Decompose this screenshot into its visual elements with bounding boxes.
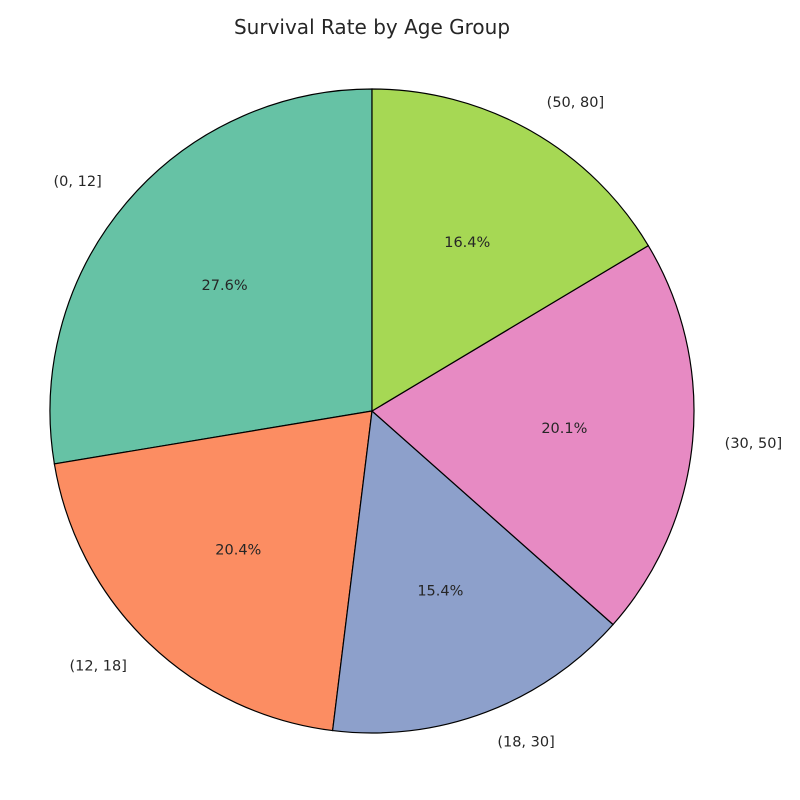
category-label: (0, 12]	[54, 174, 102, 190]
percent-label: 16.4%	[444, 235, 490, 251]
percent-labels: 27.6% 20.4% 15.4% 20.1% 16.4%	[202, 235, 588, 600]
category-label: (30, 50]	[725, 436, 782, 452]
category-label: (18, 30]	[497, 734, 554, 750]
category-label: (50, 80]	[547, 95, 604, 111]
percent-label: 20.1%	[541, 421, 587, 437]
pie-slice	[53, 410, 373, 732]
category-label: (12, 18]	[69, 659, 126, 675]
percent-label: 27.6%	[202, 278, 248, 294]
pie-slice	[371, 88, 650, 413]
pie-slices	[49, 88, 695, 734]
percent-label: 20.4%	[215, 542, 261, 558]
pie-slice	[370, 244, 695, 626]
pie-slice	[49, 88, 373, 465]
pie-slice	[331, 409, 614, 734]
category-labels: (0, 12] (12, 18] (18, 30] (30, 50] (50, 80]	[54, 95, 783, 750]
chart-title: Survival Rate by Age Group	[234, 15, 510, 39]
percent-label: 15.4%	[417, 584, 463, 600]
